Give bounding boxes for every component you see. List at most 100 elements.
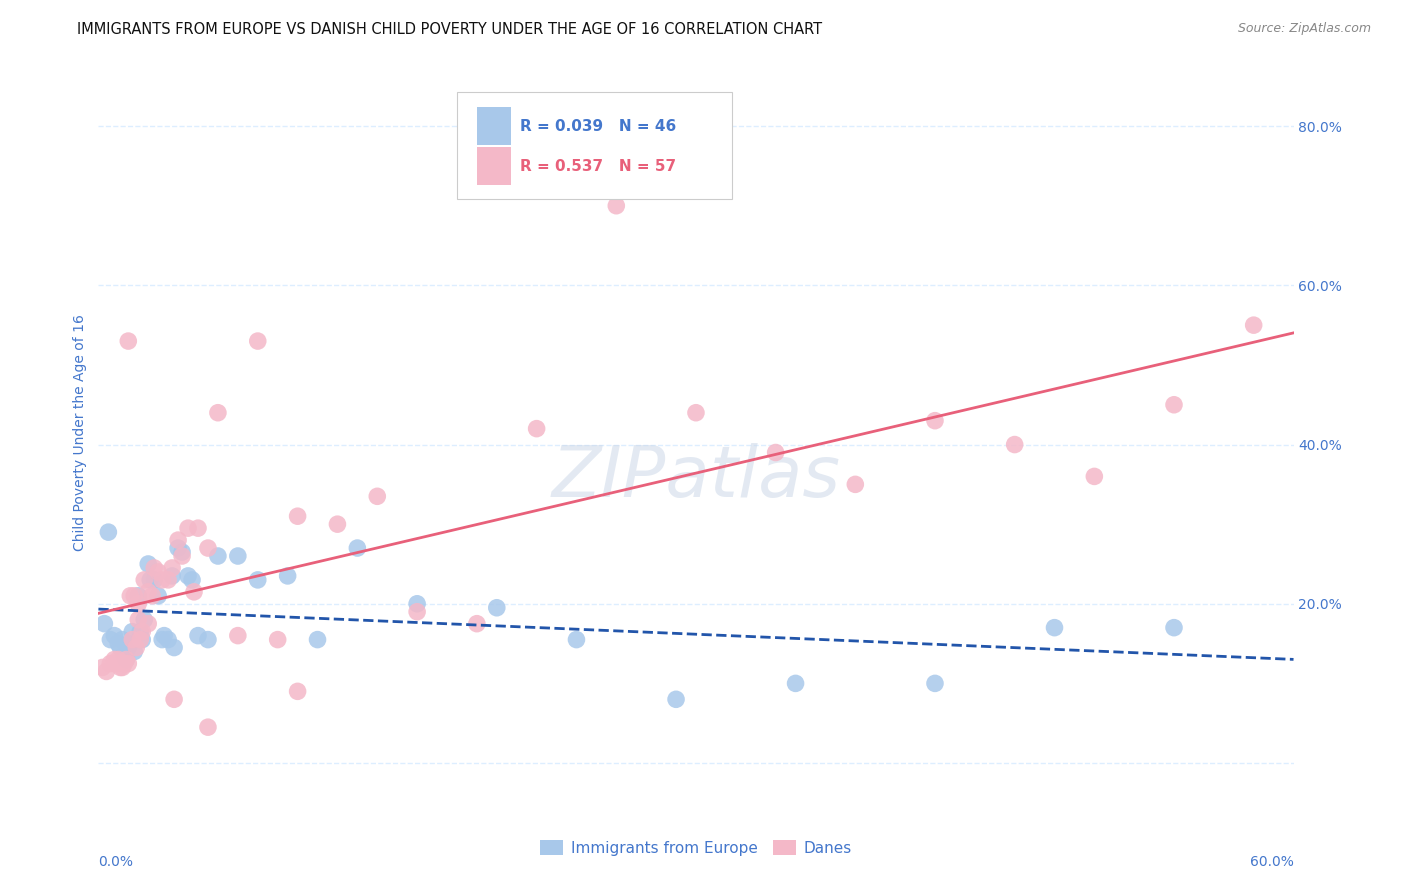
Point bbox=[121, 624, 143, 639]
Point bbox=[1163, 398, 1185, 412]
Point bbox=[406, 605, 429, 619]
Point bbox=[124, 644, 146, 658]
Point bbox=[129, 632, 152, 647]
Point bbox=[177, 521, 200, 535]
Point bbox=[346, 541, 368, 555]
FancyBboxPatch shape bbox=[477, 107, 510, 145]
Text: R = 0.039   N = 46: R = 0.039 N = 46 bbox=[520, 119, 676, 134]
Point bbox=[485, 600, 508, 615]
Text: R = 0.537   N = 57: R = 0.537 N = 57 bbox=[520, 159, 676, 174]
Point bbox=[127, 613, 149, 627]
Point bbox=[98, 632, 122, 647]
Point bbox=[117, 334, 139, 348]
Point bbox=[924, 414, 946, 428]
Point bbox=[665, 692, 688, 706]
Point bbox=[115, 652, 138, 666]
Point bbox=[465, 616, 488, 631]
Point bbox=[160, 569, 183, 583]
Point bbox=[406, 597, 429, 611]
Point bbox=[277, 569, 299, 583]
Point bbox=[103, 652, 125, 666]
Point bbox=[163, 640, 186, 655]
Point bbox=[134, 613, 156, 627]
Point bbox=[98, 657, 122, 671]
Point bbox=[187, 629, 209, 643]
Point bbox=[127, 589, 149, 603]
FancyBboxPatch shape bbox=[457, 92, 733, 200]
Point bbox=[131, 632, 153, 647]
Point bbox=[1004, 437, 1026, 451]
Point bbox=[1083, 469, 1105, 483]
Point bbox=[148, 589, 170, 603]
Point bbox=[127, 597, 149, 611]
Point bbox=[117, 657, 139, 671]
Point bbox=[139, 573, 162, 587]
Point bbox=[143, 561, 166, 575]
Point bbox=[124, 589, 146, 603]
Point bbox=[844, 477, 866, 491]
Point bbox=[141, 589, 163, 603]
Text: IMMIGRANTS FROM EUROPE VS DANISH CHILD POVERTY UNDER THE AGE OF 16 CORRELATION C: IMMIGRANTS FROM EUROPE VS DANISH CHILD P… bbox=[77, 22, 823, 37]
Point bbox=[134, 573, 156, 587]
Point bbox=[765, 445, 787, 459]
Point bbox=[246, 573, 269, 587]
Point bbox=[685, 406, 707, 420]
Point bbox=[148, 565, 170, 579]
Point bbox=[117, 640, 139, 655]
Point bbox=[605, 199, 627, 213]
Point bbox=[197, 632, 219, 647]
Point bbox=[526, 422, 548, 436]
Point bbox=[110, 660, 132, 674]
Point bbox=[187, 521, 209, 535]
Point bbox=[197, 541, 219, 555]
Point bbox=[120, 589, 142, 603]
Point bbox=[226, 549, 249, 563]
Point bbox=[197, 720, 219, 734]
Point bbox=[246, 334, 269, 348]
Point bbox=[97, 525, 120, 540]
Point bbox=[172, 545, 194, 559]
Text: ZIPatlas: ZIPatlas bbox=[551, 442, 841, 511]
Point bbox=[226, 629, 249, 643]
Point bbox=[1243, 318, 1265, 333]
Legend: Immigrants from Europe, Danes: Immigrants from Europe, Danes bbox=[534, 834, 858, 862]
Point bbox=[366, 489, 388, 503]
Point bbox=[167, 541, 190, 555]
Point bbox=[157, 573, 180, 587]
Point bbox=[267, 632, 290, 647]
Point bbox=[785, 676, 807, 690]
Point bbox=[183, 584, 205, 599]
Point bbox=[1163, 621, 1185, 635]
Point bbox=[160, 561, 183, 575]
Point bbox=[143, 573, 166, 587]
Point bbox=[136, 584, 159, 599]
Point bbox=[287, 509, 309, 524]
Point bbox=[136, 557, 159, 571]
Text: 0.0%: 0.0% bbox=[98, 855, 134, 869]
Point bbox=[326, 517, 349, 532]
Point bbox=[207, 406, 229, 420]
Y-axis label: Child Poverty Under the Age of 16: Child Poverty Under the Age of 16 bbox=[73, 314, 87, 551]
Point bbox=[181, 573, 204, 587]
Point bbox=[105, 657, 128, 671]
Point bbox=[924, 676, 946, 690]
Point bbox=[1043, 621, 1066, 635]
Point bbox=[103, 629, 125, 643]
Point bbox=[157, 632, 180, 647]
Point bbox=[111, 660, 134, 674]
Point bbox=[96, 665, 118, 679]
Point bbox=[125, 640, 148, 655]
Point bbox=[163, 692, 186, 706]
Text: 60.0%: 60.0% bbox=[1250, 855, 1294, 869]
Point bbox=[177, 569, 200, 583]
Point bbox=[207, 549, 229, 563]
Point bbox=[93, 616, 115, 631]
Point bbox=[115, 652, 138, 666]
Point bbox=[565, 632, 588, 647]
Point bbox=[112, 648, 135, 663]
Point bbox=[107, 652, 129, 666]
Point bbox=[112, 657, 135, 671]
Point bbox=[307, 632, 329, 647]
Text: Source: ZipAtlas.com: Source: ZipAtlas.com bbox=[1237, 22, 1371, 36]
Point bbox=[150, 573, 173, 587]
